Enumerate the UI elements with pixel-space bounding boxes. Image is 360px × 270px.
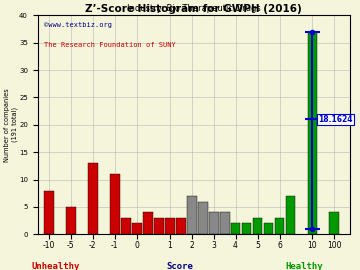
Bar <box>329 212 339 234</box>
Bar <box>121 218 131 234</box>
Bar <box>275 218 284 234</box>
Bar <box>209 212 219 234</box>
Text: Healthy: Healthy <box>285 262 323 270</box>
Bar <box>132 224 141 234</box>
Bar <box>285 196 296 234</box>
Bar <box>264 224 274 234</box>
Bar <box>44 191 54 234</box>
Title: Z’-Score Histogram for GWPH (2016): Z’-Score Histogram for GWPH (2016) <box>85 5 302 15</box>
Bar <box>220 212 230 234</box>
Text: ©www.textbiz.org: ©www.textbiz.org <box>44 22 112 28</box>
Bar <box>198 201 207 234</box>
Bar <box>143 212 153 234</box>
Bar <box>176 218 185 234</box>
Bar <box>186 196 197 234</box>
Y-axis label: Number of companies
(191 total): Number of companies (191 total) <box>4 88 18 162</box>
Bar <box>242 224 252 234</box>
Bar <box>307 32 318 234</box>
Bar <box>88 163 98 234</box>
Text: 18.1624: 18.1624 <box>318 115 352 124</box>
Bar <box>231 224 240 234</box>
Bar <box>154 218 163 234</box>
Text: The Research Foundation of SUNY: The Research Foundation of SUNY <box>44 42 176 48</box>
Text: Score: Score <box>167 262 193 270</box>
Bar <box>110 174 120 234</box>
Text: Industry: Bio Therapeutic Drugs: Industry: Bio Therapeutic Drugs <box>127 4 261 13</box>
Text: Unhealthy: Unhealthy <box>32 262 80 270</box>
Bar <box>253 218 262 234</box>
Bar <box>165 218 175 234</box>
Bar <box>66 207 76 234</box>
